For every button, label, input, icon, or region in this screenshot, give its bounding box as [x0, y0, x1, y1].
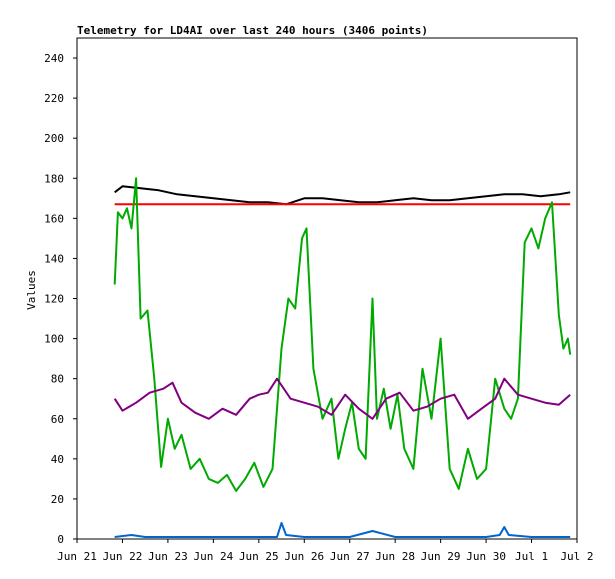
y-axis: 0 20 40 60 80 100 120 140 160 180 200 220 240	[44, 52, 77, 546]
series-line-4	[113, 377, 571, 420]
series-line-1	[114, 185, 571, 206]
y-tick-label: 100	[44, 333, 64, 346]
x-tick-label: Jun 25	[239, 550, 279, 563]
y-tick-label: 40	[51, 453, 64, 466]
x-tick-label: Jun 22	[103, 550, 143, 563]
y-tick-label: 80	[51, 373, 64, 386]
y-tick-label: 20	[51, 493, 64, 506]
y-tick-label: 200	[44, 132, 64, 145]
x-tick-label: Jun 23	[148, 550, 188, 563]
chart-title: Telemetry for LD4AI over last 240 hours …	[77, 24, 428, 37]
x-tick-label: Jun 26	[284, 550, 324, 563]
x-tick-label: Jun 28	[375, 550, 415, 563]
y-tick-label: 0	[57, 533, 64, 546]
y-tick-label: 180	[44, 172, 64, 185]
x-tick-label: Jul 1	[515, 550, 548, 563]
y-tick-label: 220	[44, 92, 64, 105]
x-axis: Jun 21 Jun 22 Jun 23 Jun 24 Jun 25 Jun 26 Jun …	[57, 539, 594, 563]
x-tick-label: Jun 21	[57, 550, 97, 563]
series-layer	[113, 177, 572, 538]
plot-frame	[76, 37, 578, 540]
y-tick-label: 160	[44, 212, 64, 225]
y-tick-label: 60	[51, 413, 64, 426]
y-axis-label: Values	[25, 270, 38, 310]
x-tick-label: Jun 29	[421, 550, 461, 563]
y-tick-label: 140	[44, 252, 64, 265]
y-tick-label: 240	[44, 52, 64, 65]
x-tick-label: Jun 24	[193, 550, 233, 563]
x-tick-label: Jun 27	[330, 550, 370, 563]
series-line-5	[114, 522, 571, 538]
y-tick-label: 120	[44, 293, 64, 306]
series-line-3	[113, 177, 572, 492]
x-tick-label: Jul 2	[560, 550, 593, 563]
x-tick-label: Jun 30	[466, 550, 506, 563]
